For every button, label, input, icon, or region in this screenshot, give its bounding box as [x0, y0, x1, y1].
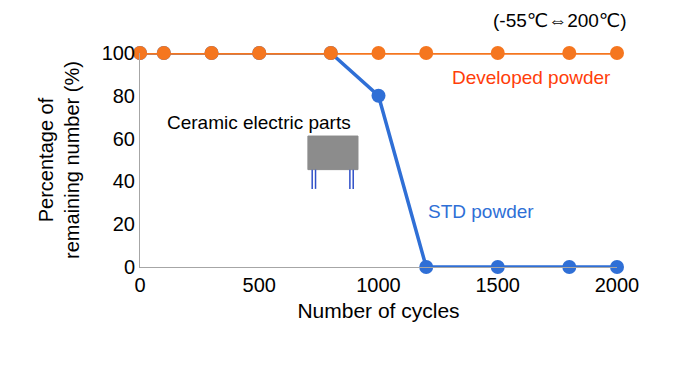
svg-text:Percentage ofremaining number: Percentage ofremaining number (%) — [35, 61, 83, 259]
svg-text:2000: 2000 — [595, 274, 640, 296]
svg-text:60: 60 — [113, 128, 135, 150]
svg-text:20: 20 — [113, 213, 135, 235]
svg-text:40: 40 — [113, 170, 135, 192]
svg-text:0: 0 — [134, 274, 145, 296]
svg-text:(-55℃⇔200℃): (-55℃⇔200℃) — [493, 10, 627, 31]
svg-text:Ceramic electric parts: Ceramic electric parts — [167, 112, 351, 133]
svg-text:Number of cycles: Number of cycles — [297, 299, 459, 322]
svg-text:STD powder: STD powder — [428, 201, 534, 222]
svg-text:100: 100 — [102, 42, 135, 64]
svg-text:1500: 1500 — [476, 274, 521, 296]
svg-text:1000: 1000 — [356, 274, 401, 296]
svg-text:Developed powder: Developed powder — [452, 67, 611, 88]
svg-text:500: 500 — [243, 274, 276, 296]
svg-text:80: 80 — [113, 85, 135, 107]
svg-text:0: 0 — [124, 256, 135, 278]
